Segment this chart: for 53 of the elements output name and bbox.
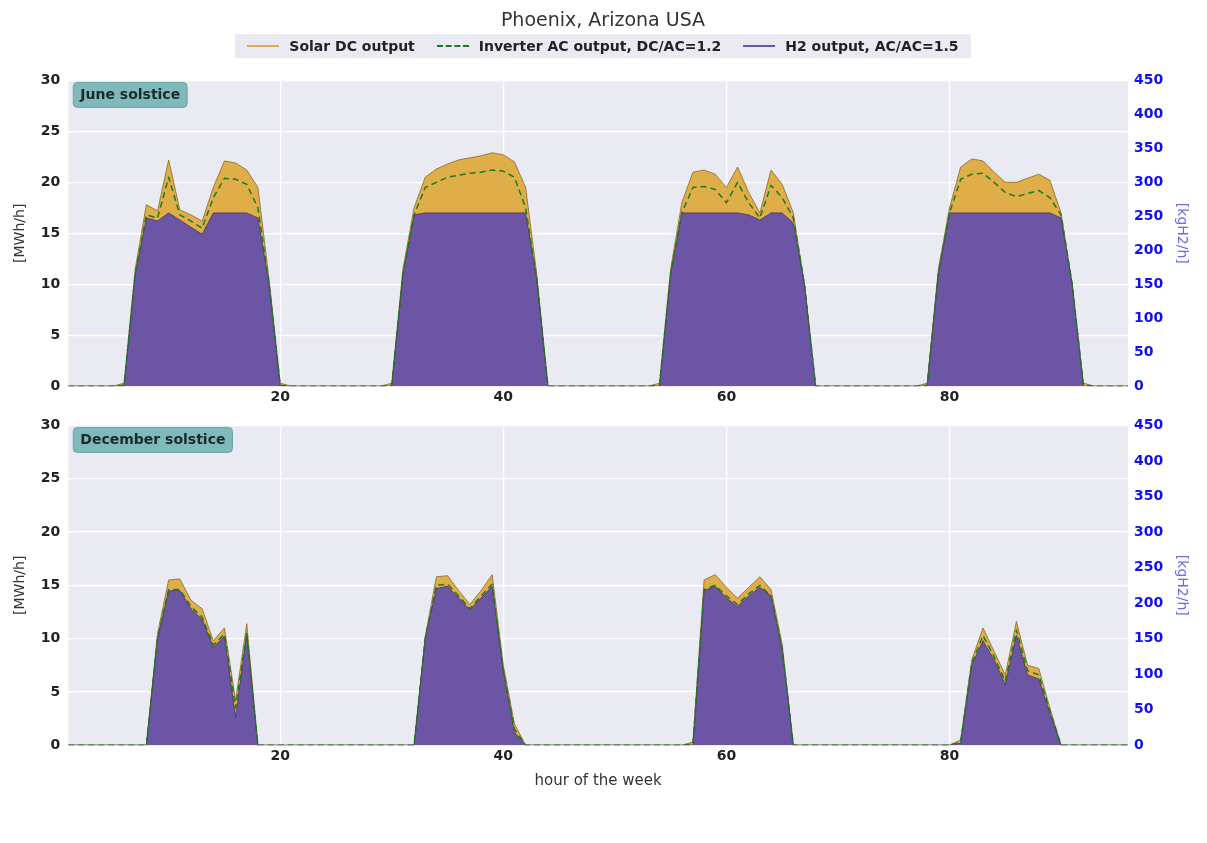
x-axis-title: hour of the week [534, 770, 663, 789]
y2-tick-label: 450 [1133, 71, 1164, 88]
y2-tick-label: 250 [1133, 206, 1164, 223]
y-tick-label: 30 [40, 416, 61, 433]
y2-tick-label: 300 [1133, 172, 1164, 189]
y2-tick-label: 0 [1133, 376, 1144, 393]
y2-tick-label: 100 [1133, 308, 1164, 325]
y-tick-label: 25 [40, 122, 61, 139]
y-tick-label: 0 [50, 735, 61, 752]
x-tick-label: 80 [939, 388, 960, 405]
legend-label: Solar DC output [289, 38, 415, 54]
y2-tick-label: 450 [1133, 416, 1164, 433]
y2-axis-title: [kgH2/h] [1174, 554, 1191, 616]
y2-tick-label: 350 [1133, 487, 1164, 504]
annotation: December solstice [80, 431, 226, 448]
x-tick-label: 60 [716, 747, 737, 764]
y2-tick-label: 100 [1133, 664, 1164, 681]
y2-tick-label: 400 [1133, 451, 1164, 468]
y2-tick-label: 0 [1133, 735, 1144, 752]
y2-tick-label: 150 [1133, 629, 1164, 646]
y2-tick-label: 300 [1133, 522, 1164, 539]
y-tick-label: 5 [50, 325, 61, 342]
y2-tick-label: 200 [1133, 593, 1164, 610]
x-tick-label: 40 [493, 747, 514, 764]
x-tick-label: 60 [716, 388, 737, 405]
y2-axis-title: [kgH2/h] [1174, 202, 1191, 264]
y2-tick-label: 150 [1133, 274, 1164, 291]
y-tick-label: 15 [40, 223, 61, 240]
y-tick-label: 30 [40, 71, 61, 88]
x-tick-label: 20 [270, 747, 291, 764]
y2-tick-label: 50 [1133, 700, 1154, 717]
y2-tick-label: 250 [1133, 558, 1164, 575]
x-tick-label: 40 [493, 388, 514, 405]
y-tick-label: 20 [40, 522, 61, 539]
y-tick-label: 10 [40, 274, 61, 291]
y2-tick-label: 50 [1133, 342, 1154, 359]
annotation: June solstice [79, 86, 181, 103]
y2-tick-label: 400 [1133, 105, 1164, 122]
y-tick-label: 20 [40, 172, 61, 189]
y-axis-title: [MWh/h] [11, 555, 28, 615]
chart-title: Phoenix, Arizona USA [499, 8, 707, 30]
y2-tick-label: 200 [1133, 240, 1164, 257]
y-tick-label: 5 [50, 682, 61, 699]
y-axis-title: [MWh/h] [11, 203, 28, 263]
legend-label: Inverter AC output, DC/AC=1.2 [478, 38, 722, 54]
x-tick-label: 20 [270, 388, 291, 405]
x-tick-label: 80 [939, 747, 960, 764]
legend-label: H2 output, AC/AC=1.5 [785, 38, 959, 54]
y-tick-label: 15 [40, 575, 61, 592]
y-tick-label: 0 [50, 376, 61, 393]
y2-tick-label: 350 [1133, 139, 1164, 155]
y-tick-label: 25 [40, 469, 61, 486]
y-tick-label: 10 [40, 629, 61, 646]
